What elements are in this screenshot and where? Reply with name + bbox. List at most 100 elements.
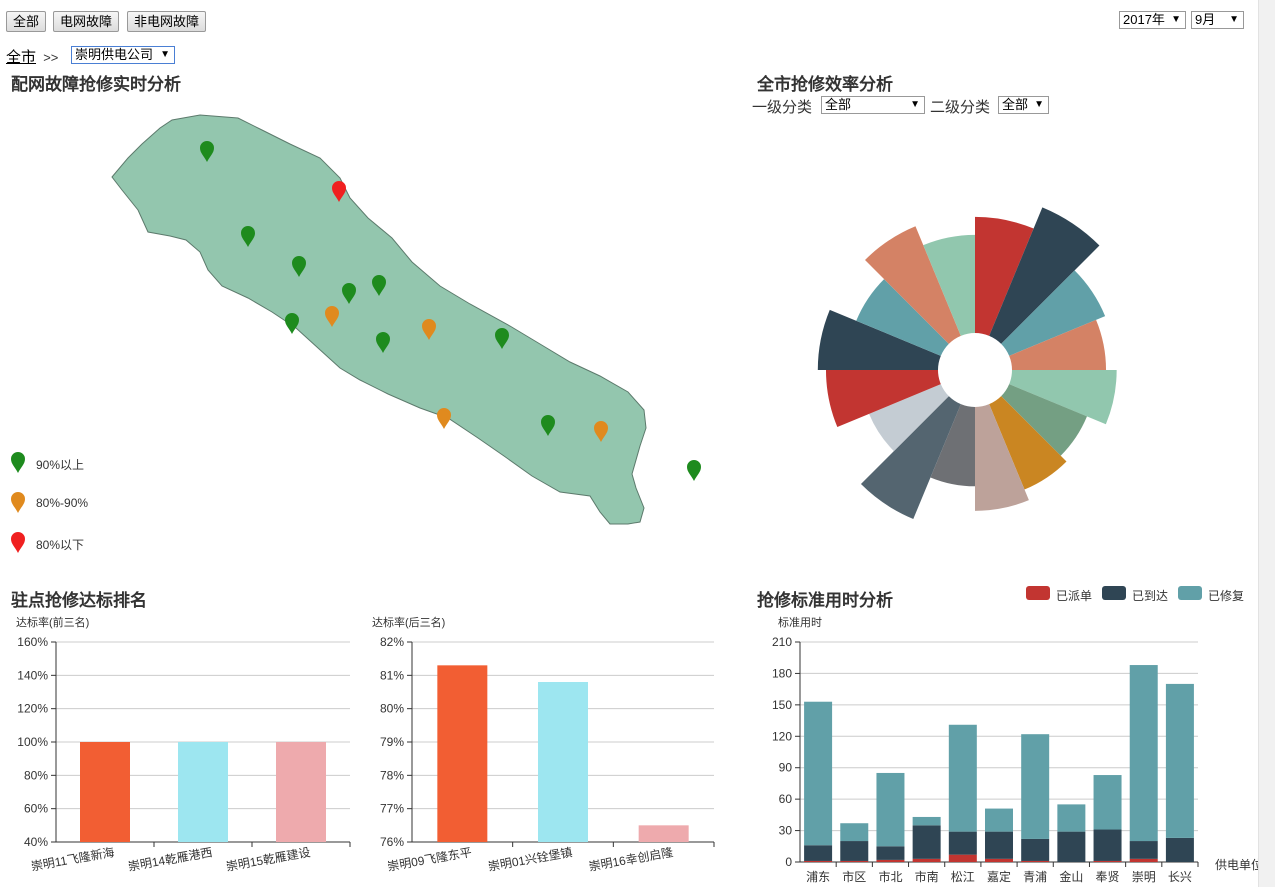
- filter-non-grid-fault-button[interactable]: 非电网故障: [127, 11, 207, 32]
- rose-slice[interactable]: [1009, 370, 1117, 425]
- x-tick-label: 奉贤: [1096, 870, 1120, 884]
- station-marker-icon[interactable]: [541, 415, 555, 436]
- bar[interactable]: [638, 825, 689, 842]
- breadcrumb-root-link[interactable]: 全市: [6, 49, 37, 66]
- month-value: 9月: [1195, 12, 1216, 27]
- bar[interactable]: [80, 742, 130, 842]
- y-tick-label: 60%: [24, 802, 48, 816]
- level1-select[interactable]: 全部 ▼: [821, 96, 925, 114]
- station-marker-icon[interactable]: [437, 408, 451, 429]
- stacked-bar-segment[interactable]: [1021, 860, 1050, 862]
- stacked-bar-segment[interactable]: [948, 724, 977, 832]
- legend-dispatched-label: 已派单: [1056, 589, 1093, 603]
- bar[interactable]: [178, 742, 228, 842]
- stacked-bar-segment[interactable]: [1129, 665, 1158, 842]
- stacked-bar-segment[interactable]: [1129, 841, 1158, 859]
- station-marker-icon[interactable]: [495, 328, 509, 349]
- bar[interactable]: [538, 682, 588, 842]
- legend-arrived-label: 已到达: [1132, 589, 1169, 603]
- company-select[interactable]: 崇明供电公司 ▼: [71, 46, 175, 64]
- stacked-bar-segment[interactable]: [876, 846, 905, 860]
- station-marker-icon[interactable]: [332, 181, 346, 202]
- vertical-scrollbar[interactable]: [1258, 0, 1275, 887]
- y-tick-label: 0: [785, 855, 792, 869]
- station-marker-icon[interactable]: [594, 421, 608, 442]
- station-marker-icon[interactable]: [285, 313, 299, 334]
- efficiency-rose-chart: [817, 207, 1117, 520]
- stacked-bar-segment[interactable]: [1129, 858, 1158, 862]
- filter-grid-fault-button[interactable]: 电网故障: [53, 11, 120, 32]
- stacked-bar-segment[interactable]: [948, 854, 977, 862]
- y-tick-label: 60: [779, 792, 793, 806]
- legend-repaired-swatch[interactable]: [1178, 586, 1202, 600]
- stacked-bar-segment[interactable]: [1057, 831, 1086, 862]
- station-marker-icon[interactable]: [372, 275, 386, 296]
- legend-dispatched-swatch[interactable]: [1026, 586, 1050, 600]
- rose-slice[interactable]: [975, 216, 1034, 336]
- y-tick-label: 160%: [17, 635, 48, 649]
- map-markers: [200, 141, 701, 481]
- station-marker-icon[interactable]: [325, 306, 339, 327]
- rose-slice[interactable]: [930, 404, 975, 487]
- stacked-bar-segment[interactable]: [985, 808, 1013, 832]
- station-marker-icon[interactable]: [241, 226, 255, 247]
- y-tick-label: 76%: [380, 835, 404, 849]
- rose-slice[interactable]: [1001, 270, 1106, 356]
- legend-arrived-swatch[interactable]: [1102, 586, 1126, 600]
- stacked-bar-segment[interactable]: [1093, 829, 1122, 861]
- stacked-bar-segment[interactable]: [876, 859, 905, 862]
- level2-select[interactable]: 全部 ▼: [998, 96, 1049, 114]
- stacked-bar-segment[interactable]: [985, 858, 1013, 862]
- filter-all-button[interactable]: 全部: [6, 11, 47, 32]
- x-tick-label: 市区: [842, 869, 866, 884]
- standard-time-stacked-chart: 0 30 60 90 120 150 180 210 浦东 市区 市北 市南 松江 嘉定 青浦 金山 奉贤 崇明长…: [772, 635, 1199, 884]
- stacked-bar-segment[interactable]: [840, 860, 869, 862]
- month-select[interactable]: 9月 ▼: [1191, 11, 1244, 29]
- stacked-bar-segment[interactable]: [840, 841, 869, 861]
- station-marker-icon[interactable]: [376, 332, 390, 353]
- rose-slice[interactable]: [1001, 384, 1087, 456]
- rose-slice[interactable]: [975, 404, 1029, 511]
- rose-slice[interactable]: [825, 370, 941, 428]
- stacked-bar-segment[interactable]: [912, 858, 941, 862]
- legend-label-mid: 80%-90%: [36, 496, 89, 510]
- stacked-bar-segment[interactable]: [1057, 804, 1086, 832]
- rose-slice[interactable]: [989, 207, 1100, 344]
- stacked-bar-segment[interactable]: [804, 845, 833, 861]
- rose-slice[interactable]: [1009, 319, 1107, 370]
- x-tick-label: 金山: [1059, 869, 1083, 884]
- stacked-bar-segment[interactable]: [948, 831, 977, 855]
- stacked-bar-segment[interactable]: [1021, 734, 1050, 839]
- station-marker-icon[interactable]: [200, 141, 214, 162]
- station-marker-icon[interactable]: [687, 460, 701, 481]
- rose-slice[interactable]: [860, 396, 961, 520]
- stacked-bar-segment[interactable]: [985, 831, 1013, 859]
- stacked-bar-segment[interactable]: [1021, 838, 1050, 861]
- stacked-bar-segment[interactable]: [1165, 837, 1194, 862]
- stacked-bar-segment[interactable]: [840, 823, 869, 842]
- rose-slice[interactable]: [923, 234, 975, 336]
- year-value: 2017年: [1123, 12, 1165, 27]
- rose-slice[interactable]: [989, 396, 1067, 490]
- station-marker-icon[interactable]: [422, 319, 436, 340]
- stacked-bar-segment[interactable]: [1093, 775, 1122, 830]
- time-y-axis-label: 标准用时: [778, 617, 822, 629]
- year-select[interactable]: 2017年 ▼: [1119, 11, 1186, 29]
- bar[interactable]: [437, 665, 488, 842]
- rose-slice[interactable]: [817, 309, 941, 370]
- rose-slice[interactable]: [856, 279, 949, 356]
- level1-value: 全部: [825, 97, 852, 112]
- rose-slice[interactable]: [869, 384, 949, 452]
- stacked-bar-segment[interactable]: [876, 772, 905, 847]
- stacked-bar-segment[interactable]: [912, 825, 941, 859]
- stacked-bar-segment[interactable]: [804, 701, 833, 846]
- bar[interactable]: [276, 742, 326, 842]
- station-marker-icon[interactable]: [342, 283, 356, 304]
- stacked-bar-segment[interactable]: [1165, 683, 1194, 838]
- station-marker-icon[interactable]: [292, 256, 306, 277]
- stacked-bar-segment[interactable]: [912, 816, 941, 826]
- level1-label: 一级分类: [752, 99, 813, 116]
- rose-slice[interactable]: [865, 226, 961, 344]
- stacked-bar-segment[interactable]: [1093, 860, 1122, 862]
- stacked-bar-segment[interactable]: [804, 860, 833, 862]
